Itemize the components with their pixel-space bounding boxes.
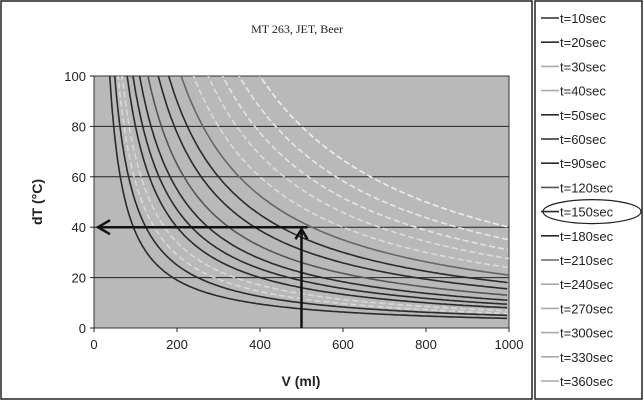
plot-area (93, 75, 510, 329)
x-tick-label: 0 (90, 337, 97, 352)
legend-label-t=180sec: t=180sec (560, 229, 614, 244)
legend-label-t=60sec: t=60sec (560, 132, 606, 147)
annotation-arrows (95, 219, 309, 328)
legend-label-t=20sec: t=20sec (560, 35, 606, 50)
legend-label-t=240sec: t=240sec (560, 277, 614, 292)
series-line-t=50sec (126, 76, 508, 309)
x-tick-label: 400 (249, 337, 271, 352)
series-line-t=10sec (108, 76, 508, 320)
legend-label-t=120sec: t=120sec (560, 180, 614, 195)
series-line-t=240sec (192, 76, 508, 269)
series-line-t=20sec (113, 76, 507, 317)
series-line-t=360sec (259, 76, 508, 228)
series-line-t=300sec (221, 76, 508, 251)
chart-title: MT 263, JET, Beer (251, 22, 343, 36)
y-tick-label: 100 (64, 69, 86, 84)
y-tick-label: 0 (79, 321, 86, 336)
legend-highlight-ellipse (542, 199, 642, 225)
legend-label-t=210sec: t=210sec (560, 253, 614, 268)
y-tick-label: 20 (72, 271, 86, 286)
series-line-t=150sec (157, 76, 508, 290)
legend-label-t=270sec: t=270sec (560, 301, 614, 316)
x-axis-ticks: 0 200 400 600 800 1000 (90, 328, 523, 352)
legend-label-t=90sec: t=90sec (560, 156, 606, 171)
legend-label-t=10sec: t=10sec (560, 11, 606, 26)
series-lines (108, 76, 509, 320)
y-tick-label: 80 (72, 119, 86, 134)
legend-label-t=330sec: t=330sec (560, 350, 614, 365)
legend-label-t=360sec: t=360sec (560, 374, 614, 389)
series-line-t=30sec (117, 76, 508, 315)
x-tick-label: 1000 (495, 337, 524, 352)
y-axis-label: dT (°C) (29, 179, 45, 225)
series-line-t=40sec (121, 76, 508, 312)
series-line-t=330sec (238, 76, 509, 241)
x-axis-label: V (ml) (282, 373, 321, 389)
legend-label-t=30sec: t=30sec (560, 59, 606, 74)
y-tick-label: 60 (72, 170, 86, 185)
series-line-t=180sec (167, 76, 508, 284)
x-tick-label: 200 (166, 337, 188, 352)
legend-label-t=150sec: t=150sec (560, 205, 614, 220)
y-tick-label: 40 (72, 220, 86, 235)
series-line-t=60sec (132, 76, 507, 305)
series-line-t=90sec (138, 76, 508, 301)
arrowhead-up (294, 226, 309, 240)
legend-label-t=40sec: t=40sec (560, 84, 606, 99)
legend: t=10sec t=20sec t=30sec t=40sec t=50sec t=60s… (541, 11, 642, 389)
legend-label-t=300sec: t=300sec (560, 326, 614, 341)
series-line-t=270sec (207, 76, 509, 260)
arrowhead-left (95, 219, 111, 236)
x-tick-label: 600 (332, 337, 354, 352)
legend-label-t=50sec: t=50sec (560, 108, 606, 123)
y-axis-ticks: 0 20 40 60 80 100 (64, 69, 94, 336)
series-line-t=210sec (180, 76, 509, 276)
x-tick-label: 800 (415, 337, 437, 352)
